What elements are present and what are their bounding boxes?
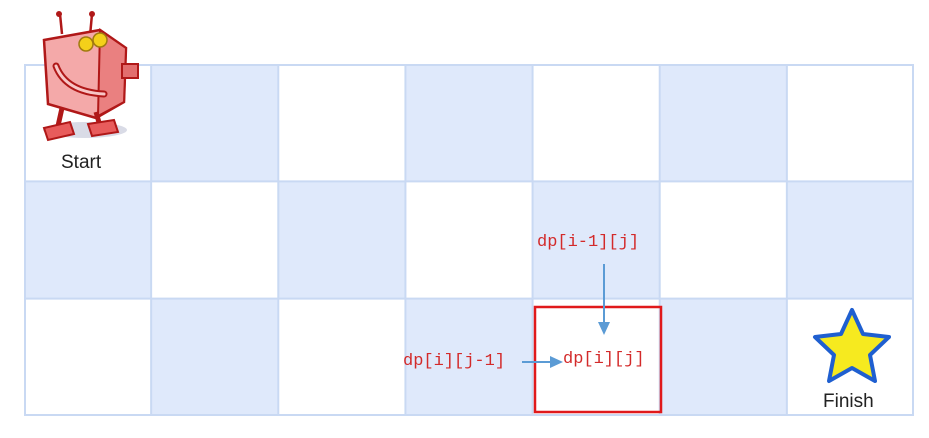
grid-cell-r0-c5	[659, 64, 787, 182]
grid-cell-r0-c6	[786, 64, 914, 182]
arrow-from-left	[522, 356, 563, 368]
current-cell-label: dp[i][j]	[563, 350, 645, 369]
grid-cell-r1-c0	[24, 181, 152, 299]
highlight-box	[533, 305, 663, 414]
arrow-from-top	[598, 264, 610, 335]
grid-cell-r1-c2	[278, 181, 406, 299]
grid-cell-r0-c1	[151, 64, 279, 182]
grid-cell-r1-c4	[532, 181, 660, 299]
robot-icon	[42, 11, 139, 142]
top-neighbor-label: dp[i-1][j]	[537, 233, 640, 252]
grid-cell-r1-c5	[659, 181, 787, 299]
grid-cell-r0-c4	[532, 64, 660, 182]
start-label: Start	[61, 152, 102, 173]
left-neighbor-label: dp[i][j-1]	[403, 352, 506, 371]
grid-cell-r1-c6	[786, 181, 914, 299]
grid-cell-r0-c3	[405, 64, 533, 182]
grid-cell-r2-c0	[24, 298, 152, 416]
grid-cell-r1-c3	[405, 181, 533, 299]
grid-cell-r2-c5	[659, 298, 787, 416]
grid-cell-r0-c2	[278, 64, 406, 182]
finish-label: Finish	[823, 391, 874, 412]
grid-cell-r2-c2	[278, 298, 406, 416]
grid-cell-r1-c1	[151, 181, 279, 299]
grid-cell-r2-c1	[151, 298, 279, 416]
grid-cell-r2-c3	[405, 298, 533, 416]
grid-cell-r2-c4	[532, 298, 660, 416]
star-icon	[813, 308, 891, 383]
